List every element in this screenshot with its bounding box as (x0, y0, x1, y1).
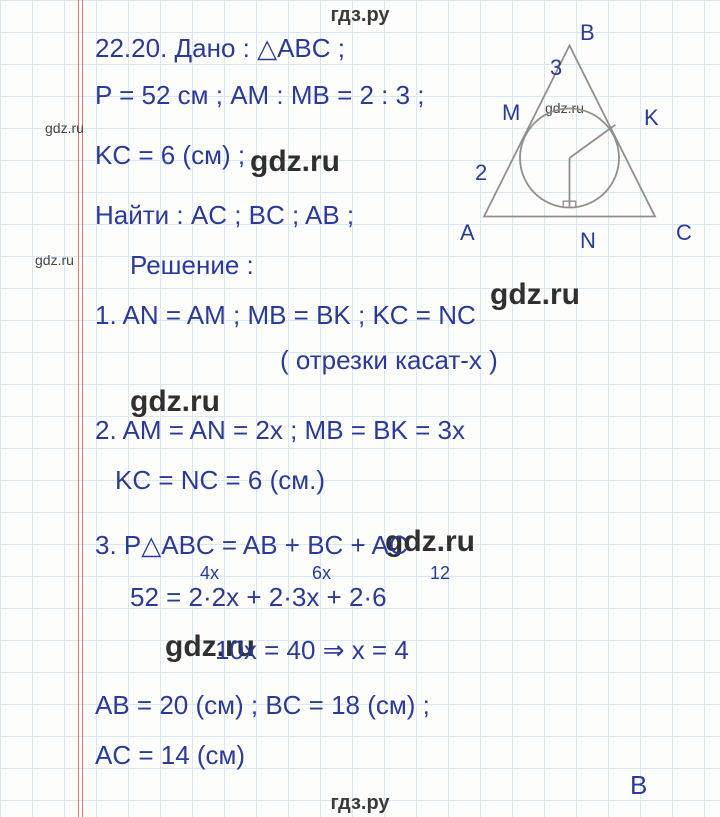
hw-line-14: AC = 14 (см) (95, 740, 245, 771)
hw-line-9: KC = NC = 6 (см.) (115, 465, 325, 496)
lbl-K: K (644, 105, 659, 131)
lbl-A: A (460, 220, 475, 246)
lbl-N: N (580, 228, 596, 254)
watermark: gdz.ru (130, 385, 220, 419)
lbl-C: C (676, 220, 692, 246)
page-root: гдз.ру гдз.ру gdz.ru gdz.ru gdz.ru gdz.r… (0, 0, 720, 817)
footer-brand: гдз.ру (0, 792, 720, 815)
lbl-B: B (580, 20, 595, 46)
hw-line-5: Решение : (130, 250, 254, 281)
hw-sup-4x: 4x (200, 563, 219, 584)
hw-line-12: 10x = 40 ⇒ x = 4 (215, 635, 409, 666)
watermark-small: gdz.ru (35, 252, 74, 268)
lbl-2: 2 (475, 160, 487, 186)
hw-line-6: 1. AN = AM ; MB = BK ; KC = NC (95, 300, 476, 331)
hw-line-1: 22.20. Дано : △ABC ; (95, 33, 345, 64)
hw-corner-B: B (630, 770, 647, 801)
hw-line-4: Найти : AC ; BC ; AB ; (95, 200, 354, 231)
hw-line-10: 3. P△ABC = AB + BC + AC (95, 530, 408, 561)
hw-sup-6x: 6x (312, 563, 331, 584)
hw-line-8: 2. AM = AN = 2x ; MB = BK = 3x (95, 415, 465, 446)
hw-line-11: 52 = 2·2x + 2·3x + 2·6 (130, 582, 387, 613)
triangle-diagram: B K C N A M 3 2 (430, 30, 700, 250)
hw-line-2: P = 52 см ; AM : MB = 2 : 3 ; (95, 80, 425, 111)
header-brand: гдз.ру (0, 4, 720, 27)
hw-line-13: AB = 20 (см) ; BC = 18 (см) ; (95, 690, 430, 721)
hw-line-3: KC = 6 (см) ; (95, 140, 245, 171)
hw-sup-12: 12 (430, 563, 450, 584)
watermark: gdz.ru (490, 278, 580, 312)
lbl-3: 3 (550, 55, 562, 81)
watermark-small: gdz.ru (45, 120, 84, 136)
watermark: gdz.ru (250, 145, 340, 179)
hw-line-7: ( отрезки касат-х ) (280, 345, 498, 376)
lbl-M: M (502, 100, 520, 126)
